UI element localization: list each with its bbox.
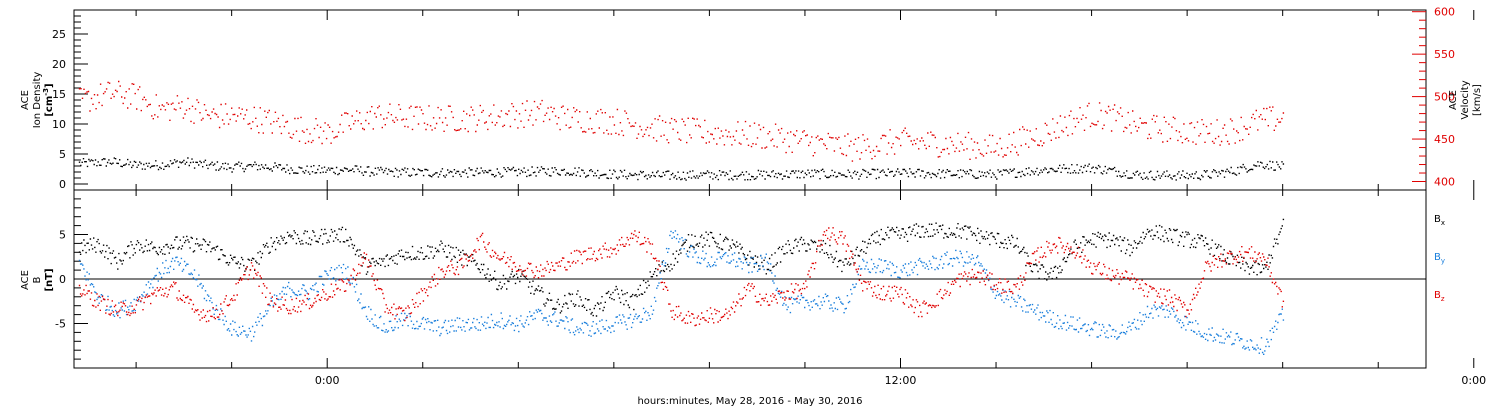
velocity-tick-label: 450 bbox=[1434, 133, 1455, 146]
velocity-series bbox=[78, 80, 1285, 162]
density-tick-label: 10 bbox=[52, 118, 66, 131]
velocity-axis-title-line3: [km/s] bbox=[1472, 84, 1483, 116]
density-tick-label: 15 bbox=[52, 88, 66, 101]
x-tick-label: 12:00 bbox=[885, 374, 917, 387]
x-tick-label: 0:00 bbox=[315, 374, 340, 387]
bfield-tick-label: 0 bbox=[59, 273, 66, 286]
bfield-axis-title-line2: B bbox=[32, 276, 43, 283]
density-axis-title-line2: Ion Density bbox=[32, 72, 43, 129]
bfield-unit: [nT] bbox=[44, 268, 55, 291]
legend-bx-subscript: x bbox=[1441, 219, 1445, 227]
bx-series-points bbox=[78, 218, 1285, 317]
bfield-tick-label: -5 bbox=[55, 318, 66, 331]
density-unit-exponent: -3 bbox=[42, 88, 50, 96]
time-axis: hours:minutes, May 28, 2016 - May 30, 20… bbox=[135, 10, 1486, 407]
by-series-points bbox=[78, 230, 1285, 355]
density-tick-label: 5 bbox=[59, 148, 66, 161]
density-unit: [cm-3] bbox=[42, 83, 55, 116]
legend-bz-subscript: z bbox=[1441, 295, 1445, 303]
panel1-frame bbox=[73, 9, 1427, 191]
legend-by: By bbox=[1434, 252, 1445, 265]
bfield-tick-label: 5 bbox=[59, 229, 66, 242]
bz-series bbox=[78, 227, 1285, 327]
bfield-axis-title: ACE B [nT] bbox=[20, 268, 55, 291]
density-unit-close: ] bbox=[44, 83, 55, 88]
bz-series-points bbox=[78, 227, 1285, 327]
bfield-axis-title-line1: ACE bbox=[20, 270, 31, 290]
velocity-axis-title-line1: ACE bbox=[1448, 90, 1459, 110]
legend-bx: Bx bbox=[1434, 214, 1445, 227]
velocity-tick-label: 550 bbox=[1434, 48, 1455, 61]
bx-series bbox=[78, 218, 1285, 317]
velocity-tick-label: 500 bbox=[1434, 91, 1455, 104]
legend-by-subscript: y bbox=[1441, 257, 1445, 265]
density-axis-title: ACE Ion Density [cm-3] bbox=[20, 72, 55, 129]
x-axis-title: hours:minutes, May 28, 2016 - May 30, 20… bbox=[637, 396, 862, 407]
velocity-axis-title: ACE Velocity [km/s] bbox=[1448, 80, 1483, 119]
velocity-axis-title-line2: Velocity bbox=[1460, 80, 1471, 119]
legend-bz: Bz bbox=[1434, 290, 1445, 303]
density-tick-label: 25 bbox=[52, 28, 66, 41]
velocity-series-points bbox=[78, 80, 1285, 162]
density-series bbox=[78, 157, 1285, 181]
density-axis-title-line1: ACE bbox=[20, 90, 31, 110]
density-tick-label: 0 bbox=[59, 178, 66, 191]
x-tick-label: 0:00 bbox=[1461, 374, 1486, 387]
density-tick-label: 20 bbox=[52, 58, 66, 71]
velocity-tick-label: 600 bbox=[1434, 6, 1455, 19]
by-series bbox=[78, 230, 1285, 355]
velocity-tick-label: 400 bbox=[1434, 176, 1455, 189]
density-series-points bbox=[78, 157, 1285, 181]
